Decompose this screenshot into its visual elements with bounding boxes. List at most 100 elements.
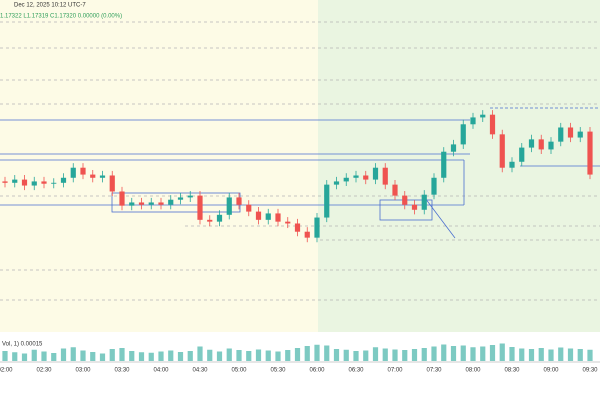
x-tick-label: 02:00	[0, 368, 13, 374]
candle-body	[177, 197, 184, 200]
volume-bar	[129, 351, 135, 361]
volume-bar	[363, 350, 369, 361]
candle-body	[363, 175, 369, 180]
volume-bar	[324, 345, 330, 361]
x-tick-label: 05:00	[231, 368, 247, 374]
volume-bar	[80, 350, 86, 361]
volume-bar	[109, 349, 115, 361]
candle-body	[558, 127, 564, 142]
candle-body	[509, 161, 515, 168]
volume-bar	[41, 351, 47, 361]
candle-body	[197, 195, 203, 220]
candle-body	[402, 195, 408, 205]
candle-body	[587, 131, 593, 175]
volume-bar	[558, 347, 564, 361]
volume-label: Vol, 1) 0.00015	[2, 342, 43, 348]
volume-bar	[60, 348, 67, 361]
candle-body	[187, 195, 193, 198]
volume-bar	[285, 350, 291, 361]
x-tick-label: 04:00	[153, 368, 169, 374]
x-tick-label: 05:30	[270, 368, 286, 374]
x-tick-label: 03:00	[75, 368, 91, 374]
candle-body	[548, 141, 554, 150]
candle-body	[265, 213, 271, 220]
candle-body	[285, 221, 291, 224]
level-lines	[0, 21, 600, 301]
candle-body	[158, 202, 164, 205]
candle-body	[421, 194, 427, 210]
volume-bar	[538, 348, 544, 361]
volume-bar	[548, 349, 554, 361]
volume-bar	[587, 349, 593, 361]
x-tick-label: 07:30	[426, 368, 442, 374]
candle-body	[207, 219, 213, 222]
volume-bar	[265, 350, 271, 361]
volume-bar	[51, 353, 57, 361]
volume-bar	[353, 351, 359, 361]
volume-bar	[187, 351, 193, 361]
volume-bar	[275, 351, 281, 361]
volume-bar	[90, 352, 96, 361]
candle-body	[441, 151, 447, 178]
session-bg	[0, 0, 318, 332]
volume-bar	[216, 351, 223, 361]
x-tick-label: 09:00	[543, 368, 559, 374]
volume-bar	[499, 343, 505, 361]
candle-body	[31, 181, 37, 186]
candle-body	[119, 191, 125, 206]
candle-body	[275, 213, 281, 222]
candle-body	[353, 175, 359, 178]
candle-body	[577, 131, 583, 138]
volume-bar	[333, 349, 340, 361]
x-tick-label: 06:00	[309, 368, 325, 374]
candle-body	[489, 114, 496, 135]
x-tick-label: 02:30	[36, 368, 52, 374]
candle-body	[168, 199, 174, 205]
candle-body	[41, 181, 47, 184]
volume-bar	[255, 349, 262, 361]
candle-body	[499, 134, 505, 168]
candle-body	[392, 184, 398, 196]
candle-body	[2, 181, 8, 183]
candle-body	[70, 167, 76, 178]
volume-bar	[12, 352, 18, 361]
candle-body	[567, 127, 574, 138]
candle-body	[314, 217, 320, 238]
volume-bar	[197, 346, 203, 361]
candle-body	[470, 117, 476, 125]
volume-bar	[70, 347, 76, 361]
candle-body	[333, 181, 340, 185]
volume-bar	[158, 351, 164, 361]
candle-body	[294, 223, 301, 232]
volume-bar	[21, 353, 28, 361]
candle-body	[99, 175, 106, 178]
volume-bar	[236, 350, 242, 361]
candle-body	[538, 139, 544, 150]
volume-bar	[246, 351, 252, 361]
candle-body	[148, 202, 154, 205]
candle-body	[519, 147, 525, 162]
x-tick-label: 09:30	[582, 368, 598, 374]
volume-bar	[519, 348, 525, 361]
volume-bar	[411, 349, 418, 361]
volume-bar	[304, 346, 310, 361]
x-tick-label: 08:00	[465, 368, 481, 374]
volume-bar	[528, 349, 535, 361]
volume-bar	[450, 346, 457, 361]
volume-bar	[460, 345, 466, 361]
candle-body	[343, 177, 349, 182]
candle-body	[255, 211, 262, 220]
x-tick-label: 04:30	[192, 368, 208, 374]
candle-body	[90, 174, 96, 178]
volume-bar	[119, 348, 125, 361]
volume-bar	[314, 344, 320, 361]
volume-bar	[392, 349, 398, 361]
header-ohlc: 1.17322 L1.17319 C1.17320 0.00000 (0.00%…	[0, 14, 122, 20]
candle-body	[21, 179, 28, 186]
candle-body	[304, 231, 310, 238]
volume-bar	[431, 346, 437, 361]
candle-body	[138, 202, 145, 205]
volume-bar	[441, 344, 447, 361]
